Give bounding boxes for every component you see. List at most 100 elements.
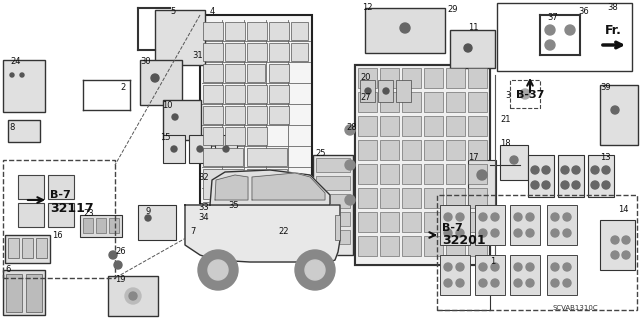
Bar	[335, 215, 340, 240]
Circle shape	[545, 25, 555, 35]
Bar	[440, 205, 470, 245]
Polygon shape	[215, 175, 248, 200]
Text: 12: 12	[362, 4, 372, 12]
Text: 30: 30	[140, 57, 150, 66]
Bar	[468, 160, 496, 205]
Circle shape	[125, 288, 141, 304]
Circle shape	[510, 156, 518, 164]
Bar	[358, 92, 377, 112]
Circle shape	[611, 106, 619, 114]
Circle shape	[10, 73, 14, 77]
Circle shape	[491, 263, 499, 271]
Circle shape	[171, 146, 177, 152]
Bar	[424, 92, 443, 112]
Circle shape	[561, 181, 569, 189]
Circle shape	[526, 279, 534, 287]
Bar	[203, 43, 223, 61]
Bar	[138, 205, 176, 240]
Bar	[247, 127, 267, 145]
Bar	[424, 116, 443, 136]
Bar	[358, 164, 377, 184]
Bar	[402, 92, 421, 112]
Bar	[36, 238, 47, 258]
Bar	[446, 68, 465, 88]
Circle shape	[563, 213, 571, 221]
Circle shape	[456, 229, 464, 237]
Bar	[446, 140, 465, 160]
Text: 5: 5	[170, 8, 175, 17]
Text: 34: 34	[198, 213, 209, 222]
Circle shape	[365, 88, 371, 94]
Circle shape	[563, 229, 571, 237]
Bar	[3, 60, 45, 112]
Circle shape	[444, 229, 452, 237]
Bar	[247, 43, 267, 61]
Circle shape	[514, 263, 522, 271]
Circle shape	[551, 213, 559, 221]
Text: 3: 3	[505, 91, 510, 100]
Bar	[203, 127, 223, 145]
Circle shape	[514, 279, 522, 287]
Circle shape	[611, 251, 619, 259]
Bar	[437, 195, 637, 310]
Text: SCVAB1310C: SCVAB1310C	[552, 305, 598, 311]
Bar	[3, 160, 115, 278]
Bar	[497, 3, 632, 71]
Bar	[247, 85, 267, 103]
Circle shape	[491, 279, 499, 287]
Circle shape	[208, 260, 228, 280]
Polygon shape	[252, 173, 325, 200]
Circle shape	[477, 170, 487, 180]
Circle shape	[514, 213, 522, 221]
Text: 6: 6	[5, 265, 10, 275]
Circle shape	[622, 251, 630, 259]
Text: 14: 14	[618, 205, 628, 214]
Bar	[313, 155, 353, 255]
Bar	[424, 236, 443, 256]
Bar	[316, 212, 350, 226]
Bar	[358, 68, 377, 88]
Text: 32201: 32201	[442, 234, 486, 248]
Circle shape	[572, 166, 580, 174]
Bar	[380, 212, 399, 232]
Text: 15: 15	[160, 132, 170, 142]
Circle shape	[345, 195, 355, 205]
Bar	[446, 212, 465, 232]
Bar	[269, 64, 289, 82]
Bar	[355, 65, 490, 265]
Circle shape	[526, 213, 534, 221]
Bar	[269, 106, 289, 124]
Bar	[225, 22, 245, 40]
Text: 21: 21	[500, 115, 511, 124]
Bar	[247, 148, 287, 166]
Bar	[189, 135, 211, 163]
Circle shape	[172, 114, 178, 120]
Text: 17: 17	[468, 153, 479, 162]
Circle shape	[456, 213, 464, 221]
Bar	[468, 212, 487, 232]
Text: 37: 37	[547, 13, 557, 23]
Bar	[200, 15, 312, 230]
Circle shape	[479, 263, 487, 271]
Bar	[225, 85, 245, 103]
Text: 38: 38	[607, 4, 618, 12]
Bar	[380, 116, 399, 136]
Circle shape	[444, 213, 452, 221]
Bar	[360, 80, 375, 102]
Text: 1: 1	[490, 257, 495, 266]
Bar	[203, 148, 243, 166]
Circle shape	[456, 279, 464, 287]
Bar	[247, 169, 287, 199]
Bar	[109, 218, 119, 233]
Circle shape	[456, 263, 464, 271]
Bar	[355, 65, 490, 265]
Bar	[600, 85, 638, 145]
Circle shape	[531, 166, 539, 174]
Bar	[424, 164, 443, 184]
Bar	[163, 135, 185, 163]
Bar	[528, 155, 554, 197]
Bar	[247, 22, 267, 40]
Circle shape	[400, 23, 410, 33]
Circle shape	[109, 251, 117, 259]
Circle shape	[520, 89, 530, 99]
